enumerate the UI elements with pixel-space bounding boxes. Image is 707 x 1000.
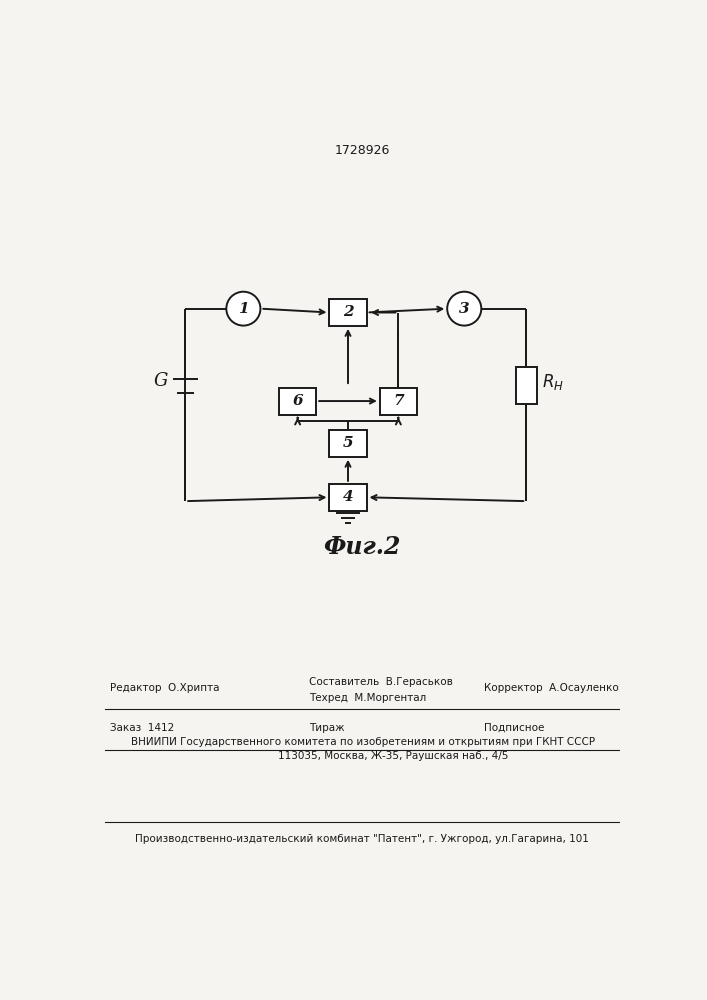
Text: 7: 7 [393, 394, 404, 408]
Text: Составитель  В.Гераськов: Составитель В.Гераськов [309, 677, 453, 687]
Text: $R_{H}$: $R_{H}$ [542, 372, 564, 392]
Text: Производственно-издательский комбинат "Патент", г. Ужгород, ул.Гагарина, 101: Производственно-издательский комбинат "П… [136, 834, 589, 844]
Text: Фиг.2: Фиг.2 [324, 535, 401, 559]
Text: Корректор  А.Осауленко: Корректор А.Осауленко [484, 683, 619, 693]
Bar [329, 430, 367, 457]
Text: Заказ  1412: Заказ 1412 [110, 723, 175, 733]
Bar [329, 484, 367, 511]
Text: 1: 1 [238, 302, 249, 316]
Text: 2: 2 [343, 306, 354, 320]
Circle shape [226, 292, 260, 326]
Bar [329, 299, 367, 326]
Text: G: G [153, 372, 168, 390]
Text: ВНИИПИ Государственного комитета по изобретениям и открытиям при ГКНТ СССР: ВНИИПИ Государственного комитета по изоб… [131, 737, 595, 747]
Text: 113035, Москва, Ж-35, Раушская наб., 4/5: 113035, Москва, Ж-35, Раушская наб., 4/5 [279, 751, 508, 761]
Circle shape [448, 292, 481, 326]
Text: Тираж: Тираж [309, 723, 345, 733]
Text: Техред  М.Моргентал: Техред М.Моргентал [309, 693, 426, 703]
Bar [279, 388, 316, 415]
Bar [380, 388, 417, 415]
Bar [516, 367, 537, 404]
Text: 4: 4 [343, 490, 354, 504]
Text: Подписное: Подписное [484, 723, 544, 733]
Text: 3: 3 [459, 302, 469, 316]
Text: Редактор  О.Хрипта: Редактор О.Хрипта [110, 683, 220, 693]
Text: 6: 6 [292, 394, 303, 408]
Text: 5: 5 [343, 436, 354, 450]
Text: 1728926: 1728926 [334, 144, 390, 157]
